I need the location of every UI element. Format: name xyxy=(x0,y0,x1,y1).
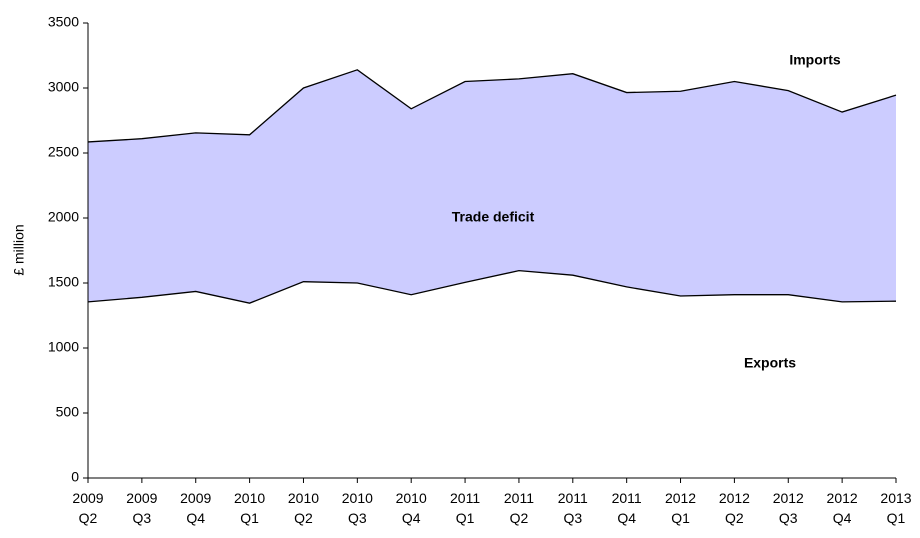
x-tick-label: 2011 Q3 xyxy=(558,490,588,526)
x-tick-label: 2009 Q3 xyxy=(126,490,157,526)
x-tick-label: 2009 Q4 xyxy=(180,490,211,526)
x-tick-label: 2010 Q4 xyxy=(396,490,427,526)
x-tick-label: 2013 Q1 xyxy=(880,490,911,526)
x-tick-label: 2012 Q1 xyxy=(665,490,696,526)
x-tick-label: 2011 Q2 xyxy=(504,490,534,526)
y-tick-label: 500 xyxy=(56,404,80,420)
annotation: Imports xyxy=(789,52,841,68)
annotation: Trade deficit xyxy=(452,209,535,225)
x-tick-label: 2011 Q1 xyxy=(450,490,480,526)
deficit-area xyxy=(88,69,896,304)
y-axis-label: £ million xyxy=(11,224,27,275)
y-tick-label: 1000 xyxy=(48,339,79,355)
x-tick-label: 2010 Q2 xyxy=(288,490,319,526)
y-tick-label: 3500 xyxy=(48,14,79,30)
x-tick-label: 2009 Q2 xyxy=(72,490,103,526)
annotation: Exports xyxy=(744,355,796,371)
x-tick-label: 2010 Q3 xyxy=(342,490,373,526)
y-tick-label: 1500 xyxy=(48,274,79,290)
x-tick-label: 2010 Q1 xyxy=(234,490,265,526)
x-tick-label: 2011 Q4 xyxy=(612,490,642,526)
y-tick-label: 2000 xyxy=(48,209,79,225)
series-line xyxy=(87,69,897,143)
series-line xyxy=(87,269,897,304)
x-tick-label: 2012 Q2 xyxy=(719,490,750,526)
x-tick-label: 2012 Q3 xyxy=(773,490,804,526)
y-tick-label: 2500 xyxy=(48,144,79,160)
y-tick-label: 0 xyxy=(71,469,79,485)
y-tick-label: 3000 xyxy=(48,79,79,95)
x-tick-label: 2012 Q4 xyxy=(827,490,858,526)
